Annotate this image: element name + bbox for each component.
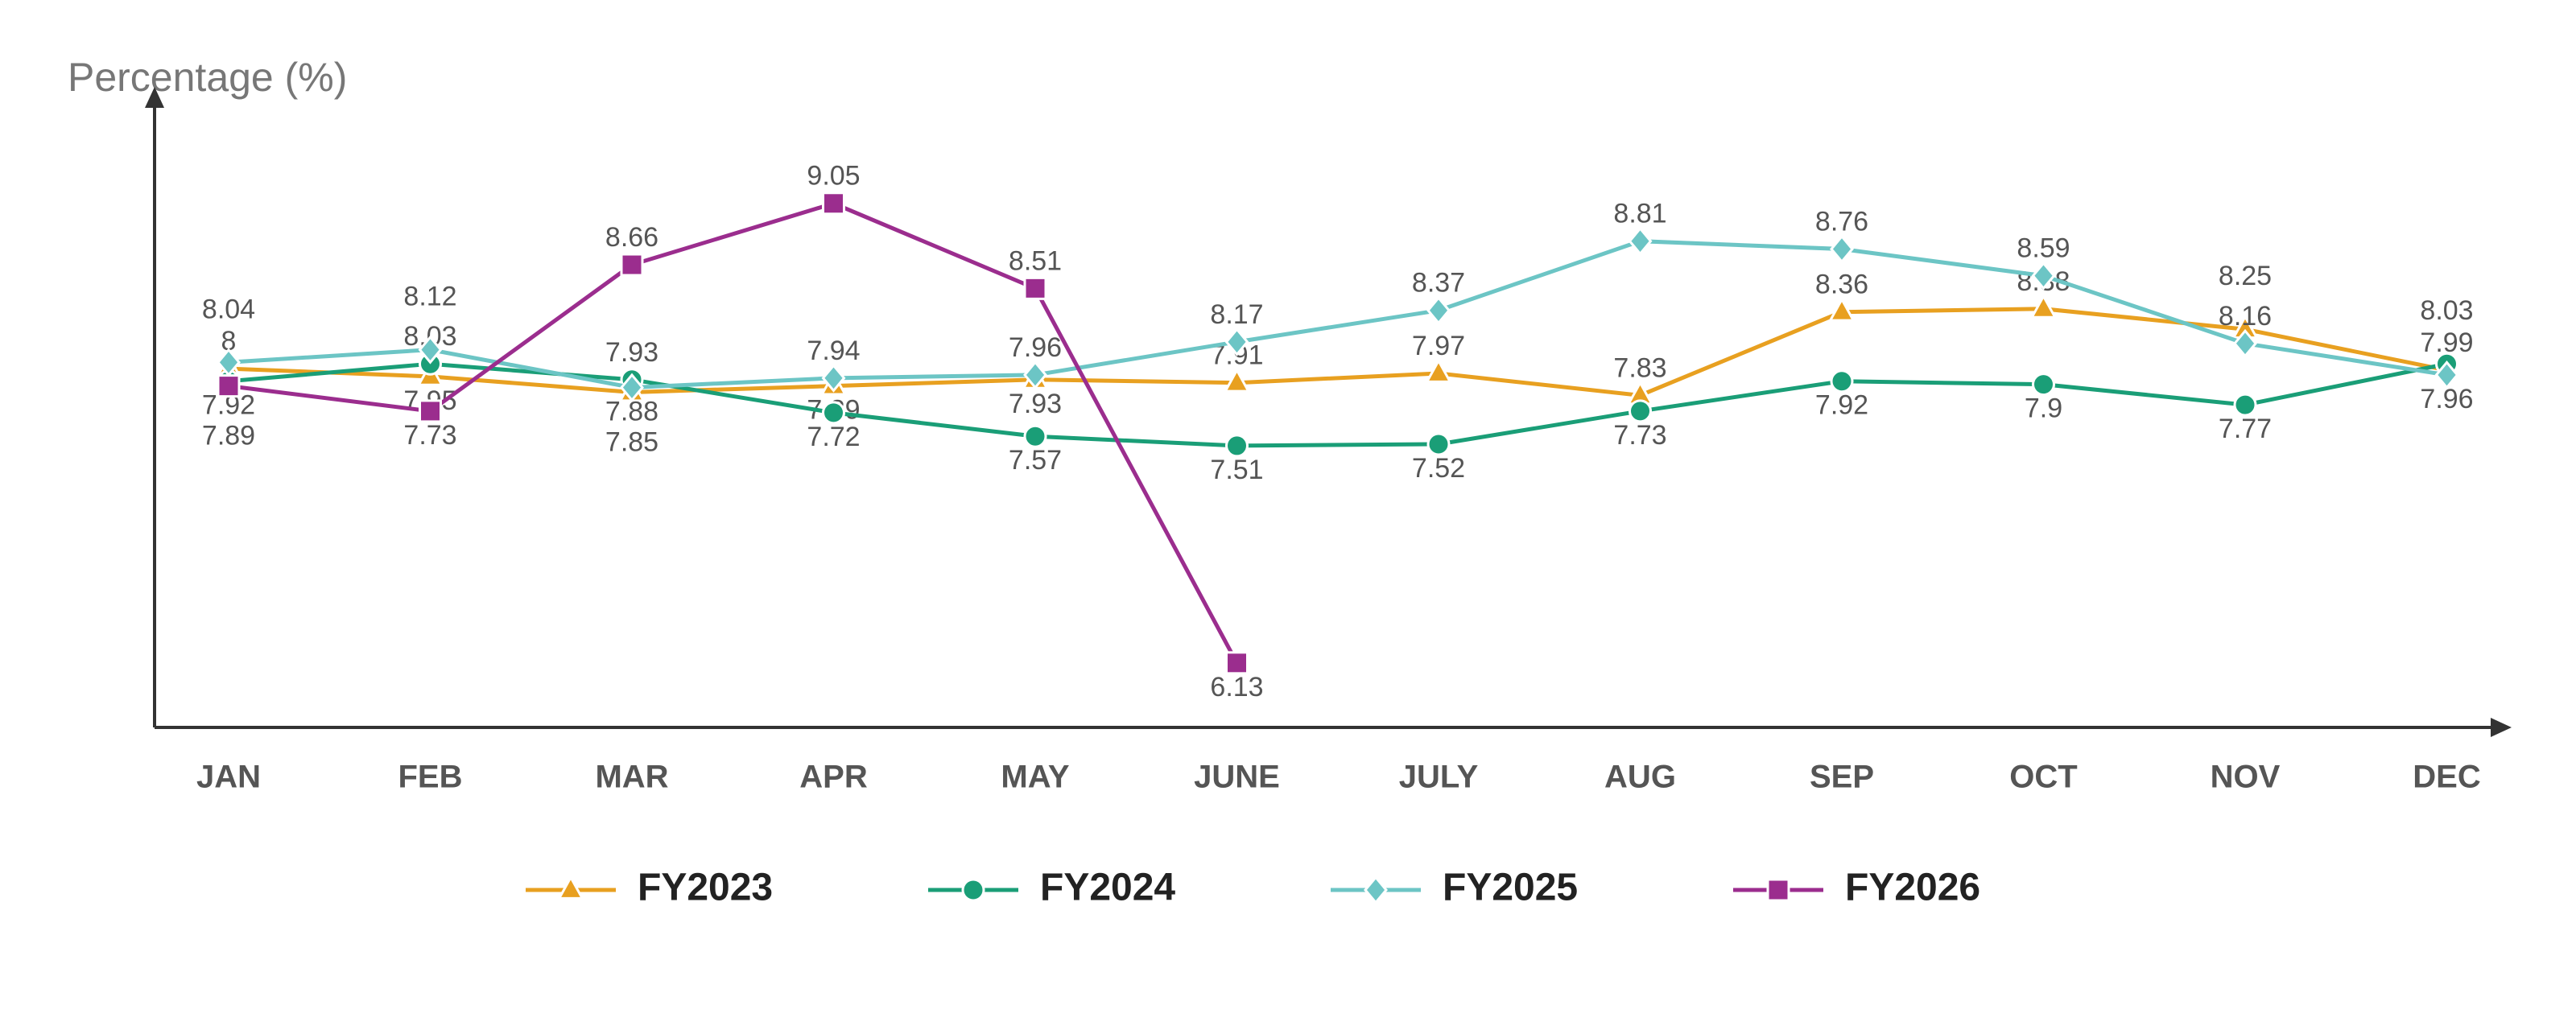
data-label: 8.17 (1210, 299, 1263, 330)
data-point (822, 192, 845, 216)
data-label: 7.77 (2219, 414, 2272, 444)
data-label: 7.89 (202, 421, 255, 451)
data-point (1023, 424, 1047, 448)
legend-label: FY2026 (1845, 867, 1980, 909)
data-label: 7.73 (403, 420, 456, 451)
data-point (1225, 651, 1249, 675)
data-point (2233, 328, 2257, 358)
data-label: 8.12 (403, 282, 456, 312)
data-point (1225, 434, 1249, 458)
x-axis-arrow (2491, 718, 2512, 737)
data-label: 7.94 (807, 336, 860, 366)
data-label: 7.97 (1412, 331, 1465, 361)
x-tick-label: MAR (595, 760, 668, 795)
data-label: 7.96 (2420, 384, 2473, 414)
data-point (2032, 373, 2055, 397)
legend-marker (1766, 878, 1790, 902)
data-label: 7.83 (1613, 352, 1666, 383)
data-point (418, 335, 443, 365)
data-label: 8.04 (202, 294, 255, 324)
series-line (228, 201, 1239, 665)
data-point (1023, 276, 1047, 300)
x-tick-label: OCT (2009, 760, 2077, 795)
legend-marker (557, 875, 584, 900)
legend-marker (1364, 875, 1388, 904)
legend-label: FY2024 (1040, 867, 1175, 909)
data-label: 7.9 (2025, 393, 2062, 424)
data-point (1425, 358, 1452, 383)
data-point (1023, 360, 1047, 389)
data-point (1628, 226, 1653, 256)
data-point (1629, 399, 1652, 423)
data-label: 8.37 (1412, 268, 1465, 299)
y-axis-label: Percentage (%) (68, 55, 347, 100)
data-label: 7.72 (807, 422, 860, 452)
data-label: 8.51 (1009, 245, 1062, 276)
data-label: 8.03 (2420, 295, 2473, 326)
x-tick-label: FEB (398, 760, 463, 795)
data-label: 8.76 (1815, 206, 1868, 237)
data-label: 7.73 (1613, 420, 1666, 451)
data-point (1223, 367, 1251, 393)
data-point (821, 363, 846, 393)
data-label: 7.57 (1009, 445, 1062, 476)
data-label: 8.16 (2219, 301, 2272, 332)
legend-label: FY2023 (638, 867, 773, 909)
data-point (2233, 393, 2257, 417)
series-line (228, 307, 2447, 398)
x-tick-label: JAN (196, 760, 261, 795)
data-label: 6.13 (1210, 672, 1263, 702)
data-point (2031, 261, 2056, 290)
data-point (419, 399, 442, 423)
data-point (822, 401, 845, 425)
legend-label: FY2025 (1443, 867, 1578, 909)
data-label: 7.93 (605, 337, 658, 368)
x-tick-label: SEP (1810, 760, 1874, 795)
data-label: 7.52 (1412, 453, 1465, 484)
data-point (1830, 369, 1854, 393)
data-label: 8.36 (1815, 270, 1868, 300)
data-point (1224, 327, 1249, 356)
data-point (1426, 295, 1451, 325)
x-tick-label: APR (799, 760, 868, 795)
x-tick-label: DEC (2413, 760, 2480, 795)
data-label: 8 (221, 326, 237, 356)
legend-marker (961, 878, 985, 902)
data-label: 9.05 (807, 161, 860, 192)
x-tick-label: AUG (1604, 760, 1676, 795)
data-label: 8.25 (2219, 261, 2272, 291)
data-point (620, 253, 644, 277)
data-point (620, 373, 644, 402)
series-line (228, 361, 2447, 448)
data-label: 7.92 (1815, 390, 1868, 421)
data-label: 7.88 (605, 397, 658, 427)
data-label: 7.93 (1009, 389, 1062, 419)
x-tick-label: NOV (2211, 760, 2281, 795)
x-tick-label: MAY (1001, 760, 1070, 795)
series-line (228, 239, 2447, 390)
x-tick-label: JULY (1399, 760, 1479, 795)
data-label: 7.85 (605, 426, 658, 457)
data-point (1426, 432, 1451, 456)
data-point (1828, 296, 1856, 322)
data-point (217, 374, 241, 398)
data-label: 8.59 (2017, 233, 2070, 264)
data-point (2029, 294, 2058, 319)
x-tick-label: JUNE (1194, 760, 1280, 795)
y-axis-arrow (145, 87, 164, 108)
data-label: 8.66 (605, 222, 658, 253)
data-label: 7.51 (1210, 455, 1263, 485)
data-label: 7.96 (1009, 332, 1062, 363)
data-point (2434, 360, 2459, 389)
data-point (1830, 234, 1854, 264)
data-label: 8.81 (1613, 199, 1666, 229)
